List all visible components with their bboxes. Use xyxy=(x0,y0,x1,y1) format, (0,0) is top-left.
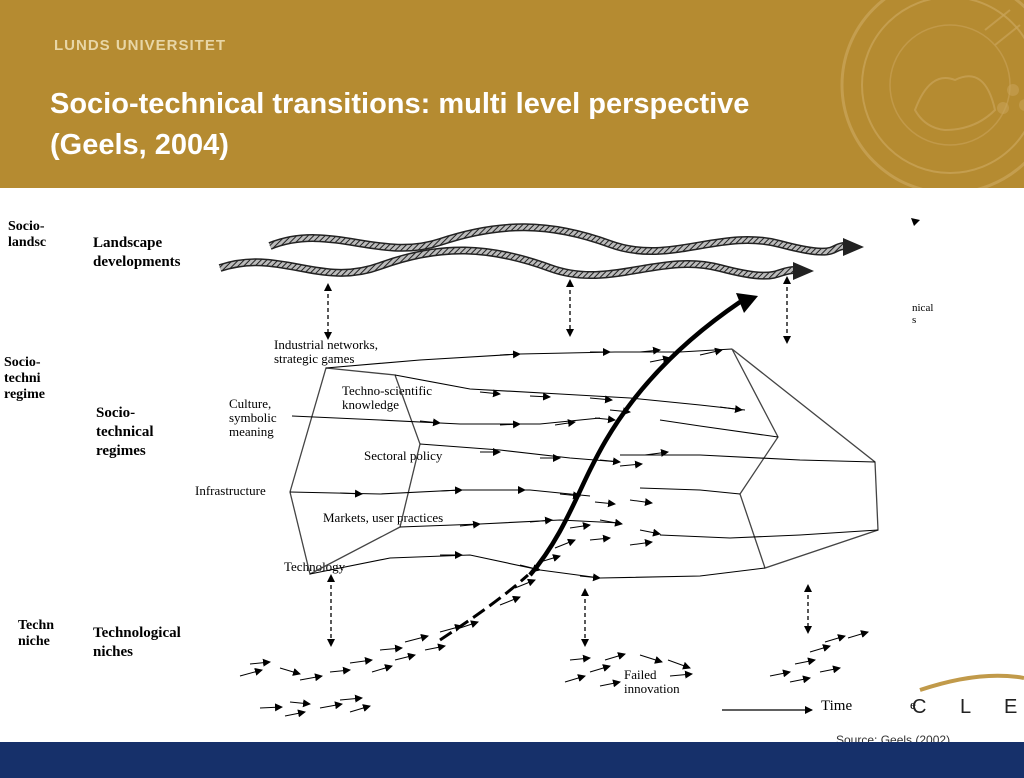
logo-text-fragment: C L E xyxy=(912,696,1024,718)
level-label-niches: Technological niches xyxy=(93,625,181,660)
label-culture: Culture, symbolic meaning xyxy=(229,396,277,439)
label-sectoral-policy: Sectoral policy xyxy=(364,448,443,463)
label-techno-scientific: Techno-scientific knowledge xyxy=(342,383,433,412)
label-failed-innovation: Failed innovation xyxy=(624,667,680,696)
left-label-socio-landscape: Socio- landsc xyxy=(8,219,47,250)
label-infrastructure: Infrastructure xyxy=(195,483,266,498)
label-time: Time xyxy=(821,698,853,714)
label-industrial-networks: Industrial networks, strategic games xyxy=(274,337,378,366)
left-label-socio-regime: Socio- techni regime xyxy=(4,355,45,402)
slide-header: LUNDS UNIVERSITET Socio-technical transi… xyxy=(0,0,1024,188)
right-partial-label: nical s xyxy=(912,302,934,326)
slide-footer xyxy=(0,742,1024,778)
slide-title-line-1: Socio-technical transitions: multi level… xyxy=(50,88,750,120)
slide-title-line-2: (Geels, 2004) xyxy=(50,129,229,161)
university-name: LUNDS UNIVERSITET xyxy=(54,37,227,54)
partial-letter: e xyxy=(910,697,916,712)
level-label-regimes: Socio- technical regimes xyxy=(96,405,154,459)
slide-title: Socio-technical transitions: multi level… xyxy=(50,84,749,166)
lund-university-seal-icon xyxy=(840,0,1024,188)
label-technology: Technology xyxy=(284,559,346,574)
left-label-tech-niches: Techn niche xyxy=(18,618,55,649)
level-label-landscape: Landscape developments xyxy=(93,235,181,270)
label-markets: Markets, user practices xyxy=(323,510,444,525)
